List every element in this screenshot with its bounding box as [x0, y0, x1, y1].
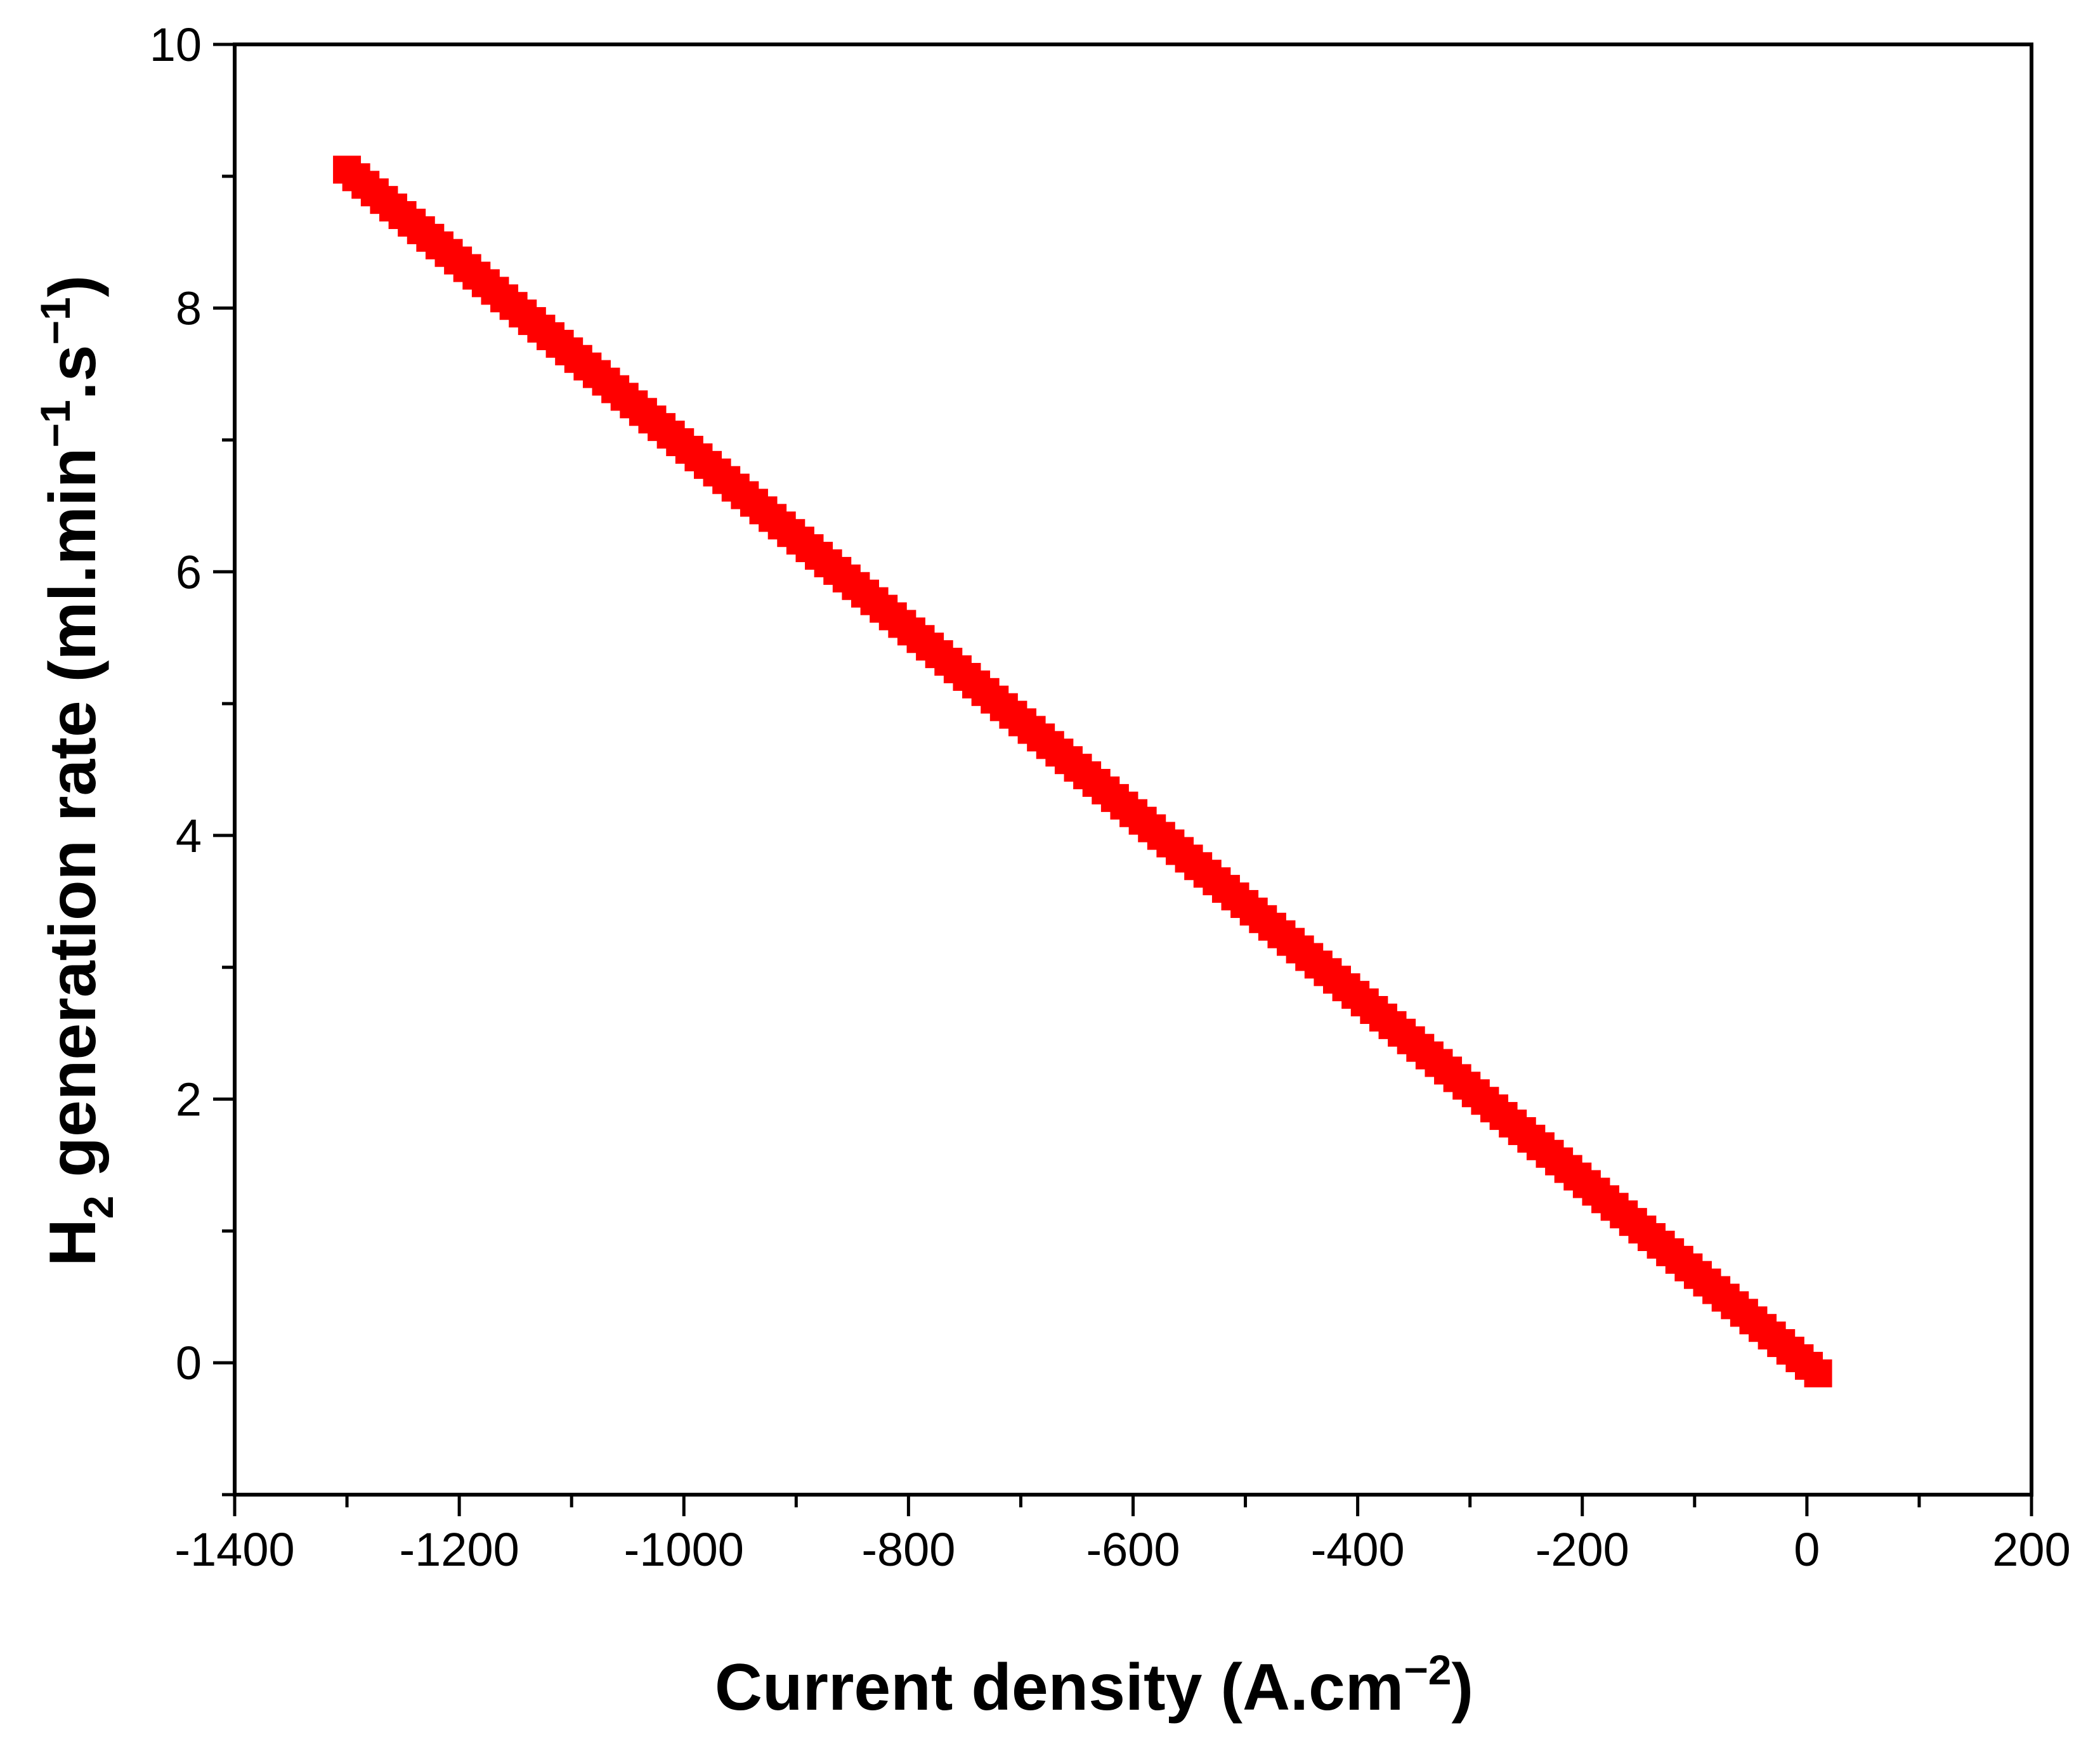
y-tick-label: 8 — [176, 282, 202, 335]
tick-labels: -1400 -1200 -1000 -800 -600 -400 -200 0 200 0 2 4 6 8… — [150, 18, 2071, 1576]
y-axis-title-sub: 2 — [75, 1195, 122, 1219]
y-axis-title-sup2: −1 — [32, 297, 79, 344]
x-axis-title-main: Current density (A.cm — [715, 1651, 1404, 1724]
y-axis-title-tail: ) — [36, 275, 110, 298]
y-axis-title-mid: generation rate (ml.min — [36, 448, 110, 1196]
x-tick-label: -1200 — [399, 1523, 519, 1576]
y-tick-label: 2 — [176, 1073, 202, 1126]
x-tick-label: -1000 — [624, 1523, 744, 1576]
y-axis-title: H2 generation rate (ml.min−1.s−1) — [32, 275, 122, 1267]
x-tick-label: -800 — [861, 1523, 955, 1576]
y-tick-label: 10 — [150, 18, 202, 71]
y-axis-title-sup1: −1 — [32, 400, 79, 447]
y-axis-title-prefix: H — [36, 1219, 110, 1266]
x-axis-title: Current density (A.cm−2) — [715, 1646, 1473, 1724]
y-tick-label: 6 — [176, 546, 202, 598]
axis-ticks — [213, 43, 2033, 1516]
x-tick-label: -600 — [1086, 1523, 1180, 1576]
x-tick-label: -400 — [1311, 1523, 1405, 1576]
data-markers — [333, 155, 1832, 1387]
x-tick-label: 200 — [1992, 1523, 2070, 1576]
data-point — [1804, 1359, 1832, 1387]
x-axis-title-tail: ) — [1452, 1651, 1474, 1724]
y-tick-label: 0 — [176, 1337, 202, 1389]
x-tick-label: 0 — [1794, 1523, 1820, 1576]
plot-frame — [233, 43, 2033, 1497]
y-tick-label: 4 — [176, 810, 202, 862]
y-axis-title-mid2: .s — [36, 345, 110, 400]
x-tick-label: -200 — [1536, 1523, 1629, 1576]
x-axis-title-sup: −2 — [1404, 1646, 1451, 1693]
x-tick-label: -1400 — [174, 1523, 294, 1576]
